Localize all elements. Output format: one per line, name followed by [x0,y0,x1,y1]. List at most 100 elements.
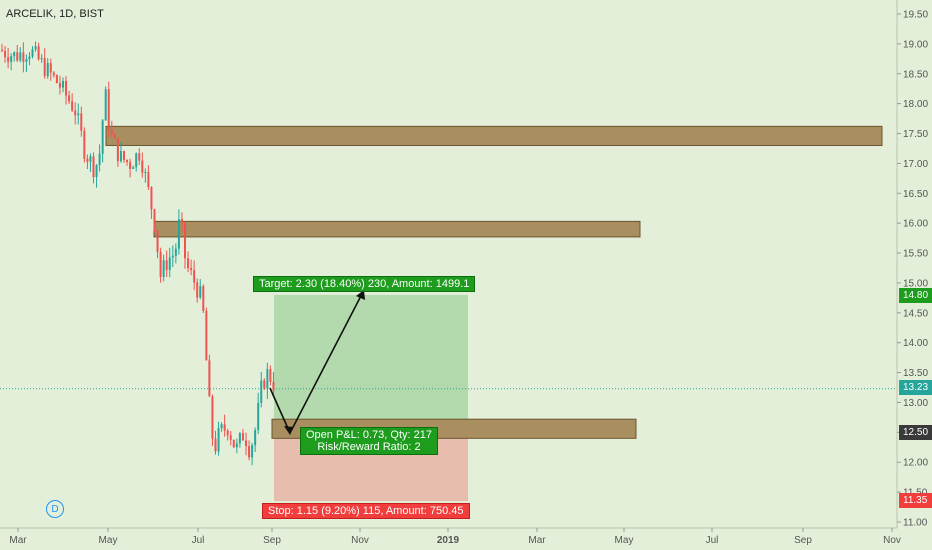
x-tick-label: Mar [9,535,27,546]
candle-body [13,52,16,57]
candle-body [52,72,55,76]
candle-body [71,101,74,111]
candle-body [156,230,159,252]
candle-body [171,255,174,258]
candle-body [190,267,193,270]
candle-body [22,52,25,62]
candle-body [132,167,135,169]
candle-body [168,257,171,270]
y-tick-label: 17.00 [903,159,928,170]
target-price-tag: 14.80 [899,288,932,303]
stop-label: Stop: 1.15 (9.20%) 115, Amount: 750.45 [262,503,470,519]
candle-body [208,360,211,397]
candle-body [165,260,168,270]
candle-body [184,222,186,259]
y-tick-label: 13.00 [903,398,928,409]
x-tick-label: Nov [351,535,369,546]
x-tick-label: Nov [883,535,901,546]
x-tick-label: Sep [263,535,281,546]
candle-body [89,156,92,162]
y-tick-label: 17.50 [903,129,928,140]
y-tick-label: 15.50 [903,249,928,260]
price-zone [153,220,641,238]
candle-body [223,424,226,431]
candle-body [144,172,147,174]
y-tick-label: 19.00 [903,39,928,50]
candle-body [238,433,241,444]
candle-body [80,113,83,131]
candle-body [220,424,223,429]
candle-body [269,369,272,383]
x-tick-label: May [99,535,118,546]
candle-body [110,130,113,135]
candle-body [180,219,183,223]
candle-body [113,134,116,139]
y-tick-label: 16.50 [903,189,928,200]
candle-body [226,430,229,436]
arrow-head [284,426,293,435]
candle-body [65,80,68,96]
candle-body [1,49,3,51]
y-tick-label: 14.00 [903,338,928,349]
y-tick-label: 11.00 [903,518,928,529]
y-tick-label: 18.50 [903,69,928,80]
symbol-title: ARCELIK, 1D, BIST [6,8,104,20]
x-tick-label: May [615,535,634,546]
candle-body [92,156,95,178]
candle-body [28,56,31,60]
candle-body [119,151,122,162]
dividend-badge[interactable]: D [46,500,64,518]
candle-body [129,161,132,169]
candle-body [86,158,89,162]
candle-body [232,439,235,448]
candle-body [217,428,220,452]
candle-body [241,433,244,441]
candle-body [174,248,177,256]
candle-body [83,130,86,159]
candle-body [211,396,214,439]
candle-body [260,380,263,403]
candle-body [263,380,266,389]
x-tick-label: Mar [528,535,546,546]
y-tick-label: 15.00 [903,278,928,289]
candle-body [193,269,196,283]
candle-body [147,172,150,188]
candle-body [205,310,208,361]
candle-body [10,56,13,62]
candle-body [235,443,238,448]
candle-body [101,120,104,154]
candle-body [135,153,138,168]
candle-body [58,83,61,88]
candle-body [116,138,119,162]
candle-body [199,286,202,298]
candle-body [43,58,46,77]
candle-body [150,187,153,210]
candle-body [74,110,77,116]
y-tick-label: 19.50 [903,10,928,21]
stop-price-tag: 11.35 [899,493,932,508]
candle-body [162,260,165,277]
current-price-tag: 13.23 [899,380,932,395]
candle-body [245,440,247,447]
y-tick-label: 18.00 [903,99,928,110]
y-tick-label: 16.00 [903,219,928,230]
y-tick-label: 12.00 [903,458,928,469]
candle-body [40,58,43,60]
candle-body [254,429,257,446]
candle-body [4,50,7,58]
candle-body [25,59,28,62]
pnl-label: Open P&L: 0.73, Qty: 217 Risk/Reward Rat… [300,427,438,455]
candle-body [123,151,125,160]
candle-body [159,251,162,277]
x-tick-label: Sep [794,535,812,546]
candle-body [98,153,101,166]
candle-body [138,153,141,161]
y-tick-label: 14.50 [903,308,928,319]
candle-body [49,63,52,73]
candle-body [37,46,40,60]
candle-body [34,46,37,50]
candle-body [7,57,10,62]
candle-body [196,282,199,298]
